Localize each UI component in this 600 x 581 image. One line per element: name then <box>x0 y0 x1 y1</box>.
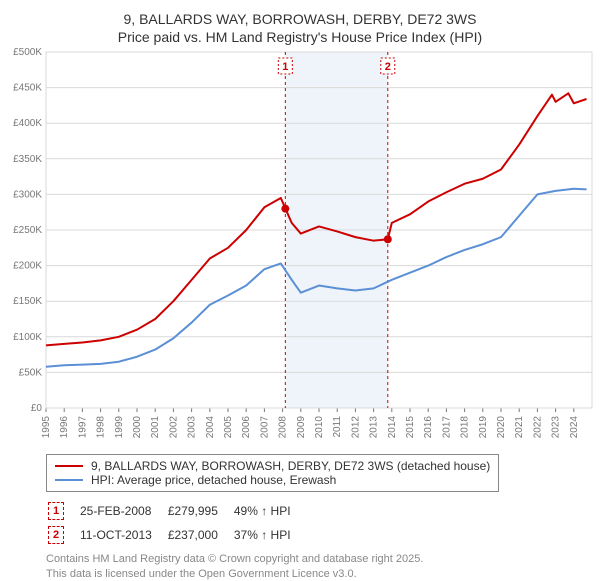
svg-text:1995: 1995 <box>41 416 52 439</box>
legend-row-price-paid: 9, BALLARDS WAY, BORROWASH, DERBY, DE72 … <box>55 459 490 473</box>
legend-label-hpi: HPI: Average price, detached house, Erew… <box>91 473 336 487</box>
svg-text:2017: 2017 <box>441 416 452 439</box>
sale-pct-1: 49% ↑ HPI <box>234 500 305 522</box>
svg-text:2002: 2002 <box>168 416 179 439</box>
sale-row-1: 1 25-FEB-2008 £279,995 49% ↑ HPI <box>48 500 305 522</box>
sale-date-1: 25-FEB-2008 <box>80 500 166 522</box>
svg-text:2003: 2003 <box>187 416 198 439</box>
svg-text:2011: 2011 <box>332 416 343 438</box>
sale-price-2: £237,000 <box>168 524 232 546</box>
legend-row-hpi: HPI: Average price, detached house, Erew… <box>55 473 490 487</box>
svg-text:£250K: £250K <box>13 225 42 236</box>
chart-area: £0 £50K £100K £150K £200K £250K £300K £350K £400… <box>0 48 600 448</box>
chart-title: 9, BALLARDS WAY, BORROWASH, DERBY, DE72 … <box>0 10 600 46</box>
svg-text:£450K: £450K <box>13 83 42 94</box>
sale-pct-2: 37% ↑ HPI <box>234 524 305 546</box>
svg-text:£400K: £400K <box>13 119 42 130</box>
svg-text:£500K: £500K <box>13 48 42 58</box>
svg-text:2004: 2004 <box>205 416 216 439</box>
svg-text:£150K: £150K <box>13 297 42 308</box>
svg-text:2014: 2014 <box>387 416 398 439</box>
legend: 9, BALLARDS WAY, BORROWASH, DERBY, DE72 … <box>46 454 499 492</box>
svg-text:£200K: £200K <box>13 261 42 272</box>
title-line1: 9, BALLARDS WAY, BORROWASH, DERBY, DE72 … <box>0 10 600 28</box>
legend-swatch-hpi <box>55 479 83 481</box>
svg-text:£50K: £50K <box>19 368 43 379</box>
svg-text:2009: 2009 <box>296 416 307 439</box>
title-line2: Price paid vs. HM Land Registry's House … <box>0 28 600 46</box>
svg-text:2016: 2016 <box>423 416 434 439</box>
svg-text:£300K: £300K <box>13 190 42 201</box>
svg-text:2007: 2007 <box>259 416 270 439</box>
svg-text:1: 1 <box>282 61 288 73</box>
svg-text:2013: 2013 <box>369 416 380 439</box>
svg-text:2012: 2012 <box>350 416 361 439</box>
sale-price-1: £279,995 <box>168 500 232 522</box>
sale-marker-2: 2 <box>48 526 64 544</box>
legend-swatch-price-paid <box>55 465 83 467</box>
svg-text:2005: 2005 <box>223 416 234 439</box>
svg-text:2015: 2015 <box>405 416 416 439</box>
svg-text:2006: 2006 <box>241 416 252 439</box>
sales-table: 1 25-FEB-2008 £279,995 49% ↑ HPI 2 11-OC… <box>46 498 307 548</box>
sale-row-2: 2 11-OCT-2013 £237,000 37% ↑ HPI <box>48 524 305 546</box>
svg-text:1999: 1999 <box>114 416 125 439</box>
svg-text:1996: 1996 <box>59 416 70 439</box>
svg-text:2020: 2020 <box>496 416 507 439</box>
svg-text:£100K: £100K <box>13 332 42 343</box>
footnote: Contains HM Land Registry data © Crown c… <box>46 552 600 581</box>
svg-text:2018: 2018 <box>460 416 471 439</box>
footnote-line2: This data is licensed under the Open Gov… <box>46 567 600 581</box>
svg-text:1998: 1998 <box>96 416 107 439</box>
svg-text:2019: 2019 <box>478 416 489 439</box>
svg-text:2: 2 <box>385 61 391 73</box>
legend-label-price-paid: 9, BALLARDS WAY, BORROWASH, DERBY, DE72 … <box>91 459 490 473</box>
svg-text:2024: 2024 <box>569 416 580 439</box>
line-chart-svg: £0 £50K £100K £150K £200K £250K £300K £350K £400… <box>0 48 600 448</box>
svg-text:2010: 2010 <box>314 416 325 439</box>
svg-text:2001: 2001 <box>150 416 161 439</box>
svg-text:2023: 2023 <box>551 416 562 439</box>
sale-marker-1: 1 <box>48 502 64 520</box>
sale-date-2: 11-OCT-2013 <box>80 524 166 546</box>
svg-text:£0: £0 <box>31 403 43 414</box>
svg-text:£350K: £350K <box>13 154 42 165</box>
svg-text:1997: 1997 <box>77 416 88 439</box>
svg-text:2021: 2021 <box>514 416 525 439</box>
svg-text:2008: 2008 <box>278 416 289 439</box>
svg-text:2000: 2000 <box>132 416 143 439</box>
svg-text:2022: 2022 <box>532 416 543 439</box>
